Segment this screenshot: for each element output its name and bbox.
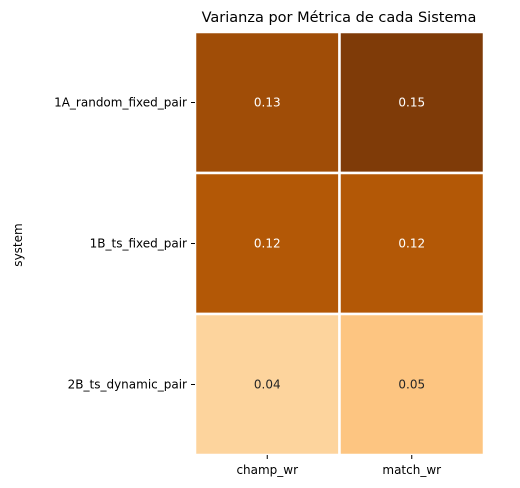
heatmap-cell-1B_ts_fixed_pair-match_wr — [338, 171, 486, 316]
heatmap-cell-2B_ts_dynamic_pair-match_wr — [338, 312, 486, 457]
x-axis: champ_wr match_wr — [236, 455, 441, 477]
cell-value-label: 0.04 — [254, 378, 281, 392]
cell-value-label: 0.12 — [254, 237, 281, 251]
x-tick-label: champ_wr — [236, 463, 298, 477]
heatmap-cell-1A_random_fixed_pair-champ_wr — [193, 30, 341, 175]
heatmap-cell-1A_random_fixed_pair-match_wr — [338, 30, 486, 175]
cell-value-label: 0.15 — [398, 96, 425, 110]
y-axis: 1A_random_fixed_pair 1B_ts_fixed_pair 2B_t… — [54, 96, 195, 392]
cell-value-label: 0.12 — [398, 237, 425, 251]
y-axis-label: system — [11, 223, 25, 266]
y-tick-label: 2B_ts_dynamic_pair — [68, 378, 187, 392]
heatmap-cell-1B_ts_fixed_pair-champ_wr — [193, 171, 341, 316]
y-tick-label: 1A_random_fixed_pair — [54, 96, 187, 110]
chart-title: Varianza por Métrica de cada Sistema — [202, 10, 477, 26]
cell-value-label: 0.05 — [398, 378, 425, 392]
x-tick-label: match_wr — [382, 463, 441, 477]
y-tick-label: 1B_ts_fixed_pair — [90, 237, 187, 251]
heatmap-cells: 0.13 0.15 0.12 0.12 0.04 0.05 — [193, 30, 486, 457]
cell-value-label: 0.13 — [254, 96, 281, 110]
